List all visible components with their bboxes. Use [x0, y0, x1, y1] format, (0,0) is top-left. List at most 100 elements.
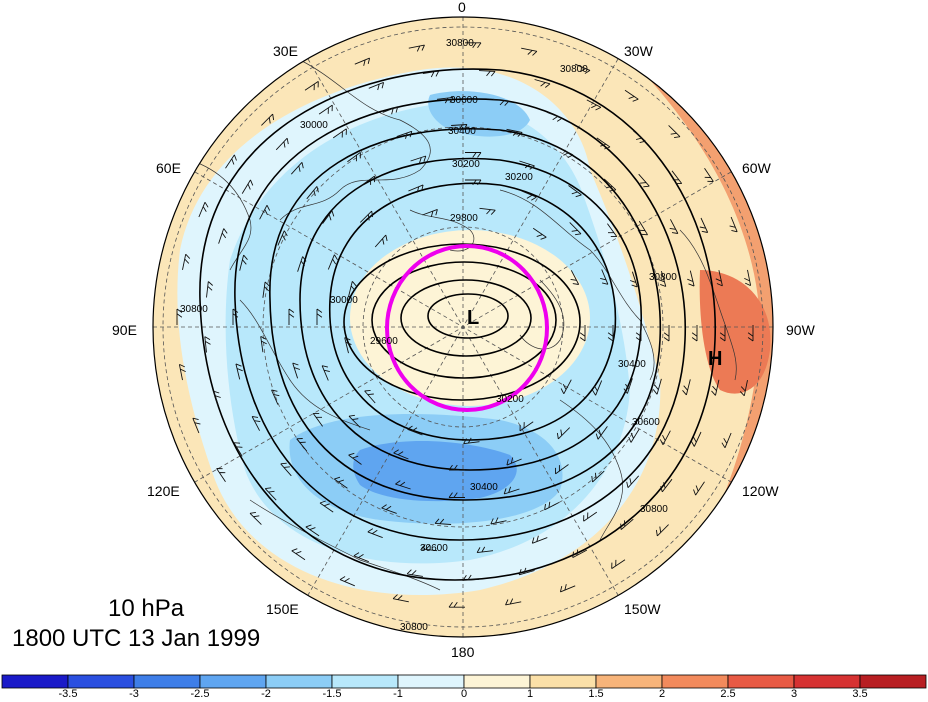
wind-barb [367, 528, 383, 539]
wind-barb [434, 518, 452, 525]
wind-barb [739, 380, 748, 397]
wind-barb [178, 363, 186, 381]
wind-barb [660, 478, 673, 493]
wind-barb [623, 378, 633, 394]
contour-label: 30600 [450, 95, 478, 106]
colorbar-tick-label: 2.5 [720, 688, 736, 700]
contour-label: 30400 [470, 482, 498, 493]
wind-barb [198, 201, 209, 218]
wind-barb [575, 63, 591, 74]
wind-barb [691, 431, 702, 447]
wind-barb [393, 449, 409, 460]
high-pressure-marker: H [708, 348, 722, 370]
wind-barb [382, 106, 399, 115]
wind-barb [213, 390, 221, 407]
contour-label: 30200 [505, 172, 533, 183]
wind-barb [624, 89, 639, 102]
wind-barb [291, 548, 306, 561]
wind-barb [505, 598, 522, 606]
wind-barb [408, 184, 424, 193]
wind-barb [306, 186, 319, 200]
wind-barb [465, 42, 482, 48]
graticule [153, 17, 773, 637]
colorbar-swatch [67, 674, 135, 689]
wind-barb [633, 130, 646, 144]
wind-barb [682, 379, 691, 396]
wind-barb [225, 154, 237, 169]
wind-barb [658, 270, 667, 287]
colorbar-tick-label: 1.5 [588, 688, 604, 700]
wind-barb [521, 190, 537, 201]
wind-barb [288, 308, 295, 325]
colorbar-tick-label: -1 [393, 688, 403, 700]
wind-barb [592, 380, 603, 396]
wind-barb [476, 546, 494, 554]
vortex-highlight-circle [385, 244, 549, 412]
contour-label: 30600 [632, 417, 660, 428]
wind-barb [395, 480, 411, 490]
wind-barb [348, 414, 361, 428]
wind-barb [521, 47, 538, 56]
colorbar-tick-label: -3 [129, 688, 139, 700]
contour-label: 29600 [370, 336, 398, 347]
wind-barb [628, 428, 640, 443]
wind-barb [305, 524, 320, 537]
wind-barb [396, 130, 413, 139]
wind-barb [518, 567, 535, 576]
colorbar-swatch [529, 674, 597, 689]
colorbar-swatch [463, 674, 531, 689]
contour-label: 30200 [496, 394, 524, 405]
wind-barb [339, 576, 355, 587]
wind-barb [364, 389, 376, 404]
wind-barb [261, 113, 275, 126]
wind-barb [668, 125, 681, 139]
wind-barb [297, 256, 307, 272]
wind-barb [626, 475, 640, 489]
contour-label: 30600 [420, 543, 448, 554]
contour-label: 30200 [452, 159, 480, 170]
wind-barb [353, 552, 369, 563]
wind-barb [251, 416, 261, 431]
colorbar-swatch [793, 674, 861, 689]
wind-barb [422, 208, 438, 218]
lon-label-180: 180 [451, 644, 475, 660]
wind-barb [361, 175, 375, 186]
wind-barb [479, 207, 496, 215]
wind-barb [620, 518, 634, 530]
wind-barb [503, 486, 520, 495]
wind-barb [607, 325, 614, 342]
wind-barb [591, 470, 605, 483]
wind-barb [451, 124, 468, 131]
wind-barb [463, 437, 480, 445]
colorbar-tick-label: 3 [790, 688, 798, 700]
lon-label-60w: 60W [742, 160, 772, 176]
wind-barb [260, 336, 267, 353]
wind-barb [420, 544, 438, 552]
colorbar-swatch [331, 674, 399, 689]
contour-label-group: 30800 30600 30400 30200 30000 29800 2960… [180, 38, 677, 633]
wind-barb [448, 464, 465, 471]
height-contours [199, 68, 716, 581]
lon-label-120w: 120W [742, 483, 779, 499]
wind-barb [570, 270, 580, 285]
wind-barb [638, 173, 650, 188]
wind-barb [687, 270, 695, 287]
contour-label: 30800 [649, 272, 677, 283]
wind-barb [534, 79, 551, 88]
wind-barb [334, 476, 348, 489]
wind-barb [206, 281, 214, 298]
colorbar-tick-label: -2.5 [190, 688, 210, 700]
wind-barb [354, 57, 371, 66]
wind-barb [653, 378, 662, 395]
wind-barb [635, 325, 642, 342]
wind-barb [322, 210, 335, 224]
wind-barb [312, 412, 323, 427]
wind-barb [532, 227, 547, 240]
lon-label-60e: 60E [156, 160, 181, 176]
wind-barb [747, 325, 754, 342]
colorbar-swatch [595, 674, 663, 689]
colorbar-swatch [265, 674, 333, 689]
wind-barb [465, 152, 482, 158]
lon-label-150w: 150W [624, 601, 661, 617]
wind-barb [603, 178, 617, 192]
